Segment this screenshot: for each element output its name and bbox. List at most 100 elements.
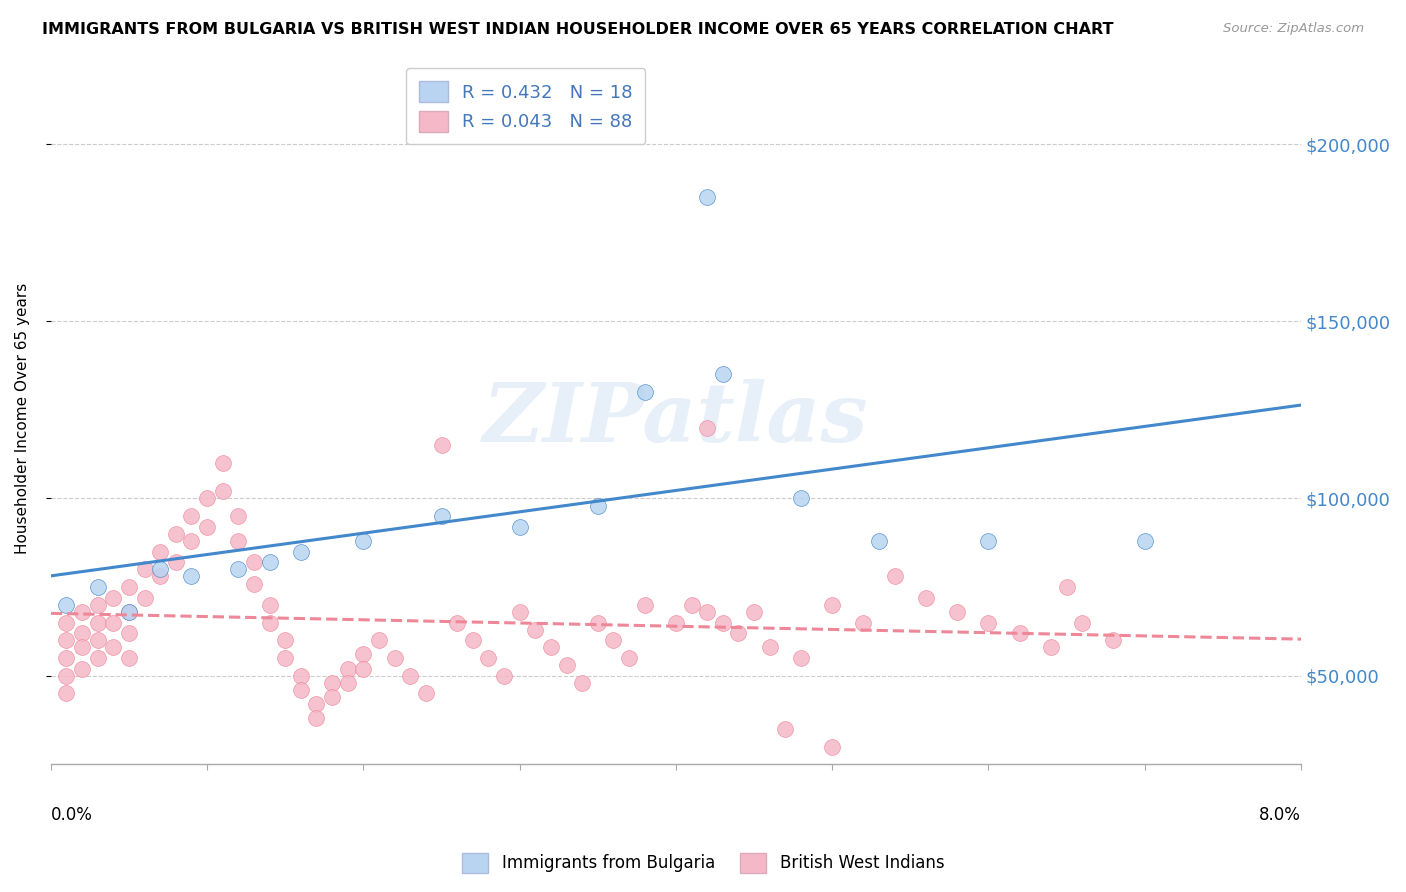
Point <box>165 555 187 569</box>
Point <box>118 605 141 619</box>
Point <box>70 626 93 640</box>
Point <box>1133 534 1156 549</box>
Point <box>509 605 531 619</box>
Point <box>555 658 578 673</box>
Point <box>134 591 156 605</box>
Point <box>259 555 281 569</box>
Point <box>86 651 108 665</box>
Point <box>118 605 141 619</box>
Point <box>446 615 468 630</box>
Point <box>742 605 765 619</box>
Point <box>134 562 156 576</box>
Point <box>509 520 531 534</box>
Point <box>711 615 734 630</box>
Point <box>290 682 312 697</box>
Point <box>524 623 547 637</box>
Text: 8.0%: 8.0% <box>1260 805 1301 823</box>
Point <box>1008 626 1031 640</box>
Point <box>696 190 718 204</box>
Point <box>634 385 657 400</box>
Point <box>430 438 453 452</box>
Text: IMMIGRANTS FROM BULGARIA VS BRITISH WEST INDIAN HOUSEHOLDER INCOME OVER 65 YEARS: IMMIGRANTS FROM BULGARIA VS BRITISH WEST… <box>42 22 1114 37</box>
Point <box>415 686 437 700</box>
Point <box>259 615 281 630</box>
Point <box>790 491 813 506</box>
Point <box>259 598 281 612</box>
Point <box>696 605 718 619</box>
Point <box>399 668 422 682</box>
Point <box>321 690 343 704</box>
Point <box>195 491 218 506</box>
Point <box>352 648 374 662</box>
Point <box>211 484 233 499</box>
Point <box>103 591 125 605</box>
Point <box>228 562 250 576</box>
Point <box>336 662 359 676</box>
Point <box>1071 615 1094 630</box>
Point <box>790 651 813 665</box>
Point <box>477 651 499 665</box>
Point <box>586 499 609 513</box>
Point <box>86 615 108 630</box>
Point <box>868 534 890 549</box>
Point <box>602 633 624 648</box>
Point <box>946 605 969 619</box>
Point <box>352 534 374 549</box>
Point <box>55 686 77 700</box>
Point <box>55 633 77 648</box>
Point <box>586 615 609 630</box>
Point <box>665 615 688 630</box>
Point <box>915 591 938 605</box>
Point <box>461 633 484 648</box>
Point <box>55 651 77 665</box>
Legend: Immigrants from Bulgaria, British West Indians: Immigrants from Bulgaria, British West I… <box>456 847 950 880</box>
Point <box>55 615 77 630</box>
Point <box>821 739 844 754</box>
Point <box>70 640 93 655</box>
Point <box>243 576 266 591</box>
Text: Source: ZipAtlas.com: Source: ZipAtlas.com <box>1223 22 1364 36</box>
Point <box>368 633 391 648</box>
Point <box>634 598 657 612</box>
Point <box>118 580 141 594</box>
Point <box>103 615 125 630</box>
Point <box>86 598 108 612</box>
Point <box>1102 633 1125 648</box>
Point <box>195 520 218 534</box>
Point <box>1056 580 1078 594</box>
Point <box>228 509 250 524</box>
Point <box>681 598 703 612</box>
Point <box>977 615 1000 630</box>
Point <box>165 527 187 541</box>
Point <box>103 640 125 655</box>
Point <box>180 569 202 583</box>
Point <box>86 633 108 648</box>
Point <box>321 675 343 690</box>
Point <box>540 640 562 655</box>
Text: ZIPatlas: ZIPatlas <box>484 379 869 458</box>
Point <box>775 722 797 736</box>
Point <box>305 711 328 725</box>
Point <box>180 509 202 524</box>
Point <box>180 534 202 549</box>
Text: 0.0%: 0.0% <box>51 805 93 823</box>
Point <box>149 569 172 583</box>
Point <box>711 368 734 382</box>
Point <box>352 662 374 676</box>
Point <box>977 534 1000 549</box>
Point <box>571 675 593 690</box>
Point <box>821 598 844 612</box>
Point <box>211 456 233 470</box>
Point <box>149 544 172 558</box>
Point <box>617 651 640 665</box>
Y-axis label: Householder Income Over 65 years: Householder Income Over 65 years <box>15 283 30 554</box>
Point <box>305 697 328 711</box>
Point <box>430 509 453 524</box>
Legend: R = 0.432   N = 18, R = 0.043   N = 88: R = 0.432 N = 18, R = 0.043 N = 88 <box>406 69 645 145</box>
Point <box>492 668 515 682</box>
Point <box>290 544 312 558</box>
Point <box>55 668 77 682</box>
Point <box>228 534 250 549</box>
Point <box>243 555 266 569</box>
Point <box>384 651 406 665</box>
